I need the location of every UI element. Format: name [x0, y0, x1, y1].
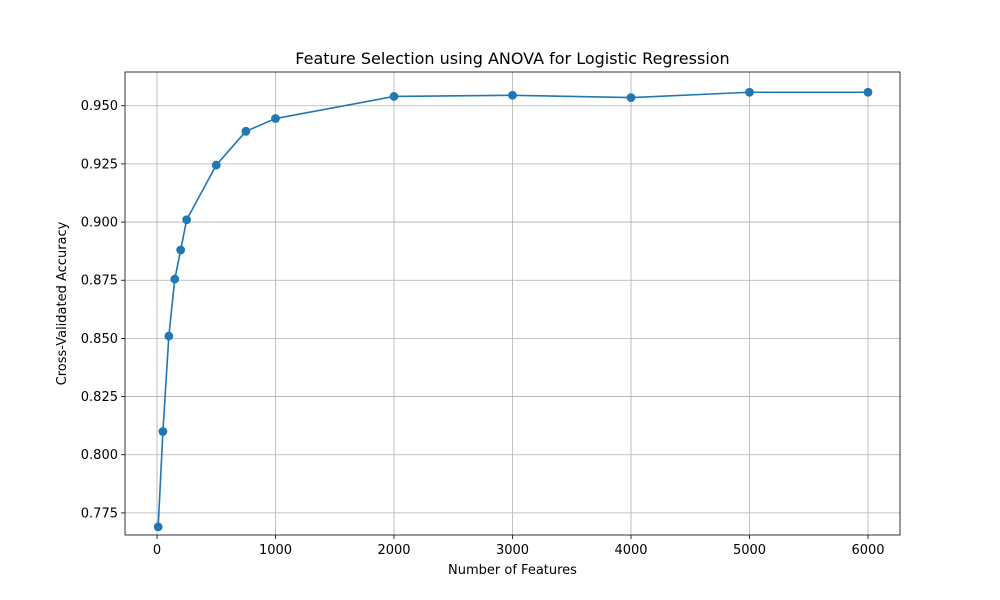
y-tick-label: 0.900: [81, 216, 118, 231]
data-point: [153, 522, 163, 532]
data-point: [389, 92, 399, 101]
data-point: [182, 215, 192, 225]
x-tick-label: 4000: [614, 543, 647, 558]
x-tick-label: 0: [153, 543, 161, 558]
series-line: [157, 91, 868, 527]
chart-title: Feature Selection using ANOVA for Logist…: [295, 49, 729, 68]
x-tick-label: 3000: [496, 543, 529, 558]
data-point: [170, 274, 180, 284]
y-tick-label: 0.925: [81, 157, 118, 172]
data-point: [745, 87, 754, 97]
y-tick-label: 0.800: [81, 448, 118, 463]
x-tick-label: 5000: [733, 543, 766, 558]
data-point: [164, 331, 174, 341]
data-point: [626, 93, 636, 102]
x-tick-label: 1000: [259, 543, 292, 558]
data-point: [863, 87, 873, 97]
y-tick-label: 0.775: [81, 506, 118, 521]
y-tick-label: 0.850: [81, 332, 118, 347]
x-tick-label: 6000: [851, 543, 884, 558]
data-point: [176, 245, 186, 255]
axis-ticks: 0 1000 2000 3000 4000 5000 6000 0.775 0.800 0.825…: [81, 99, 885, 558]
data-point: [271, 114, 280, 123]
data-point: [508, 90, 517, 100]
data-point: [158, 427, 168, 436]
y-tick-label: 0.875: [81, 274, 118, 289]
y-tick-label: 0.825: [81, 390, 118, 405]
grid-lines: [125, 72, 900, 535]
series-layer: [153, 87, 873, 532]
x-axis-label: Number of Features: [448, 563, 577, 578]
data-point: [241, 126, 251, 136]
y-axis-label: Cross-Validated Accuracy: [55, 221, 70, 385]
data-point: [211, 160, 221, 170]
x-tick-label: 2000: [377, 543, 410, 558]
y-tick-label: 0.950: [81, 99, 118, 114]
